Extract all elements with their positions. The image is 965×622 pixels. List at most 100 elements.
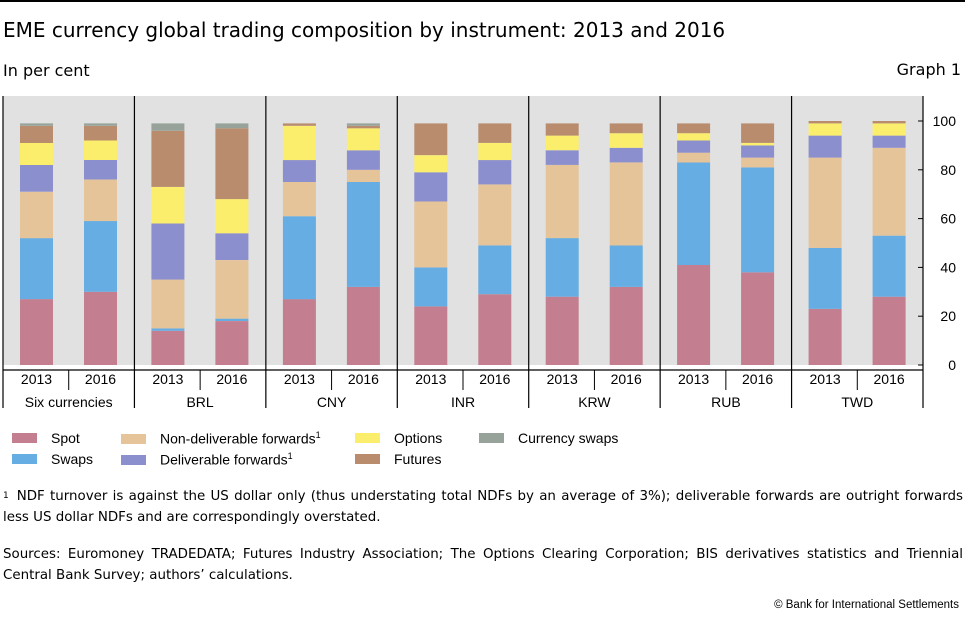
bar-segment-rub-2016-3 bbox=[741, 145, 775, 158]
plot-background bbox=[3, 96, 923, 365]
footnote-text: NDF turnover is against the US dollar on… bbox=[3, 489, 963, 525]
year-label: 2013 bbox=[678, 371, 709, 387]
copyright: © Bank for International Settlements bbox=[774, 599, 959, 611]
bar-segment-krw-2013-3 bbox=[545, 150, 579, 165]
legend-swatch bbox=[121, 454, 146, 465]
bar-segment-rub-2016-2 bbox=[741, 157, 775, 168]
year-label: 2016 bbox=[479, 371, 510, 387]
legend-label: Options bbox=[394, 430, 443, 446]
bar-segment-krw-2013-2 bbox=[545, 164, 579, 239]
bar-segment-rub-2016-1 bbox=[741, 167, 775, 273]
group-separators bbox=[2, 96, 924, 408]
legend-swatch bbox=[121, 433, 146, 444]
bar-segment-six-currencies-2013-5 bbox=[20, 125, 53, 143]
bar-segment-twd-2016-1 bbox=[872, 235, 906, 297]
bar-segment-rub-2013-0 bbox=[677, 265, 711, 365]
bar-segment-brl-2016-2 bbox=[215, 260, 249, 319]
bar-segment-inr-2016-5 bbox=[478, 123, 512, 143]
bar-segment-inr-2016-2 bbox=[478, 184, 512, 246]
bar-segment-cny-2013-2 bbox=[282, 182, 316, 217]
year-label: 2016 bbox=[742, 371, 773, 387]
bar-segment-cny-2016-0 bbox=[346, 286, 380, 365]
bar-segment-rub-2013-5 bbox=[677, 123, 711, 134]
year-label: 2016 bbox=[85, 371, 116, 387]
bar-segment-krw-2013-1 bbox=[545, 238, 579, 297]
bar-segment-six-currencies-2016-2 bbox=[84, 179, 117, 222]
legend-item-currency-swaps: Currency swaps bbox=[479, 430, 618, 446]
bar-segment-twd-2016-0 bbox=[872, 296, 906, 365]
bar-segment-inr-2013-1 bbox=[414, 267, 448, 307]
legend-label: Non-deliverable forwards bbox=[160, 430, 316, 447]
bar-segment-brl-2016-5 bbox=[215, 128, 249, 200]
bar-segment-krw-2013-5 bbox=[545, 123, 579, 136]
bar-segment-cny-2016-3 bbox=[346, 150, 380, 170]
bar-segment-inr-2016-3 bbox=[478, 160, 512, 185]
y-tick-label: 40 bbox=[940, 259, 956, 275]
bar-segment-cny-2016-5 bbox=[346, 125, 380, 129]
year-label: 2013 bbox=[21, 371, 52, 387]
bar-segment-twd-2016-4 bbox=[872, 123, 906, 136]
bar-segment-rub-2013-1 bbox=[677, 162, 711, 265]
bar-segment-krw-2016-0 bbox=[609, 286, 643, 365]
legend-label: Deliverable forwards bbox=[160, 451, 288, 468]
bar-segment-inr-2013-4 bbox=[414, 155, 448, 173]
bar-segment-cny-2016-4 bbox=[346, 128, 380, 151]
bar-segment-twd-2016-3 bbox=[872, 135, 906, 148]
legend-label: Spot bbox=[51, 430, 80, 446]
chart-title: EME currency global trading composition … bbox=[3, 18, 726, 42]
bar-segment-cny-2013-3 bbox=[282, 160, 316, 182]
bar-segment-six-currencies-2016-3 bbox=[84, 160, 117, 180]
sources: Sources: Euromoney TRADEDATA; Futures In… bbox=[3, 547, 963, 583]
group-label: BRL bbox=[186, 394, 213, 410]
bar-segment-twd-2016-2 bbox=[872, 147, 906, 236]
bar-segment-inr-2016-1 bbox=[478, 245, 512, 295]
bar-segment-six-currencies-2016-1 bbox=[84, 221, 117, 292]
year-label: 2013 bbox=[284, 371, 315, 387]
bar-segment-cny-2013-4 bbox=[282, 125, 316, 161]
bar-segment-six-currencies-2013-3 bbox=[20, 164, 53, 192]
bar-segment-twd-2013-2 bbox=[808, 157, 842, 248]
legend-label: Swaps bbox=[51, 451, 94, 467]
bar-segment-rub-2013-3 bbox=[677, 140, 711, 153]
bar-segment-cny-2016-2 bbox=[346, 169, 380, 182]
bar-segment-cny-2016-1 bbox=[346, 182, 380, 287]
legend-item-spot: Spot bbox=[12, 430, 80, 446]
bar-segment-inr-2016-4 bbox=[478, 143, 512, 161]
year-label: 2013 bbox=[415, 371, 446, 387]
bar-segment-krw-2016-5 bbox=[609, 123, 643, 134]
year-label: 2016 bbox=[611, 371, 642, 387]
bar-segment-six-currencies-2013-1 bbox=[20, 238, 53, 300]
year-label: 2016 bbox=[216, 371, 247, 387]
graph-number: Graph 1 bbox=[896, 60, 961, 79]
bar-segment-brl-2013-2 bbox=[151, 279, 185, 329]
bar-segment-six-currencies-2013-4 bbox=[20, 143, 53, 165]
bar-segment-inr-2013-2 bbox=[414, 201, 448, 268]
bar-segment-six-currencies-2016-6 bbox=[84, 123, 117, 126]
legend-swatch bbox=[12, 433, 37, 444]
bar-segment-brl-2016-3 bbox=[215, 233, 249, 260]
y-tick-label: 0 bbox=[948, 357, 956, 373]
year-label: 2016 bbox=[874, 371, 905, 387]
year-label: 2013 bbox=[810, 371, 841, 387]
legend: Spot Swaps Non-deliverable forwards1 Delive… bbox=[12, 430, 712, 470]
group-label: Six currencies bbox=[25, 394, 113, 410]
bar-segment-twd-2016-5 bbox=[872, 121, 906, 124]
legend-swatch bbox=[355, 454, 380, 465]
bar-segment-inr-2013-5 bbox=[414, 123, 448, 156]
bar-segment-brl-2016-0 bbox=[215, 321, 249, 365]
group-label: CNY bbox=[317, 394, 347, 410]
bar-segment-twd-2013-1 bbox=[808, 247, 842, 309]
chart-subtitle: In per cent bbox=[3, 61, 90, 80]
bar-segment-brl-2013-3 bbox=[151, 223, 185, 280]
bar-segment-rub-2013-2 bbox=[677, 152, 711, 163]
legend-footnote-marker: 1 bbox=[315, 430, 321, 440]
bar-segment-rub-2013-4 bbox=[677, 133, 711, 141]
footnote-marker: 1 bbox=[3, 491, 9, 501]
bar-segment-brl-2013-4 bbox=[151, 186, 185, 224]
bar-segment-brl-2013-6 bbox=[151, 123, 185, 131]
bar-segment-cny-2016-6 bbox=[346, 123, 380, 126]
legend-label: Currency swaps bbox=[518, 430, 619, 446]
bar-segment-krw-2016-1 bbox=[609, 245, 643, 287]
bar-segment-krw-2016-3 bbox=[609, 147, 643, 163]
y-tick-label: 20 bbox=[940, 308, 956, 324]
